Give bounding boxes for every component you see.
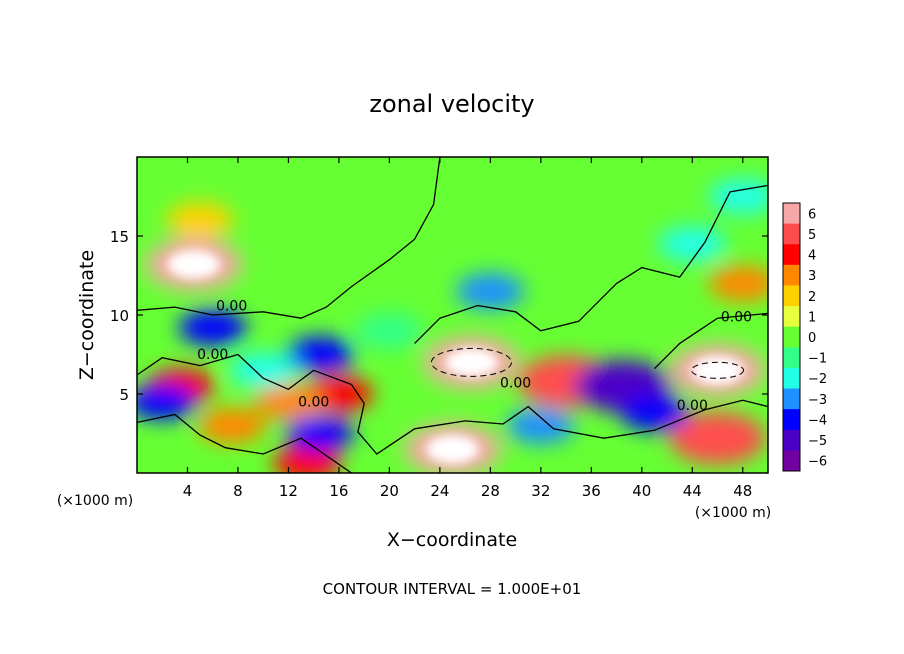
- colorbar-swatch-4: [783, 285, 800, 307]
- x-axis: 4 8 12 16 20 24 28 32 36 40 44 48: [183, 157, 752, 500]
- field-feature-12: [166, 202, 235, 239]
- field-feature-21: [506, 407, 575, 444]
- x-tick-label-48: 48: [733, 482, 752, 500]
- contour-label-0: 0.00: [216, 298, 247, 314]
- field-feature-23: [658, 225, 727, 262]
- x-tick-label-8: 8: [233, 482, 243, 500]
- zero-contour-3: [137, 413, 352, 473]
- colorbar-swatch-8: [783, 367, 800, 390]
- y-tick-label-15: 15: [110, 228, 129, 246]
- field-feature-20: [620, 394, 689, 431]
- colorbar-label-11: −5: [808, 434, 827, 449]
- colorbar-swatch-3: [783, 264, 800, 286]
- colorbar-label-2: 4: [808, 249, 816, 264]
- colorbar-swatch-2: [783, 244, 800, 266]
- x-tick-label-32: 32: [531, 482, 550, 500]
- x-tick-label-44: 44: [683, 482, 702, 500]
- contour-interval-note: CONTOUR INTERVAL = 1.000E+01: [323, 580, 582, 598]
- field-feature-9: [254, 383, 323, 420]
- inner-contour-1: [691, 361, 745, 379]
- field-core-0: [167, 250, 221, 279]
- field-feature-15: [178, 309, 247, 346]
- colorbar-swatch-7: [783, 347, 800, 369]
- field-feature-17: [285, 336, 354, 373]
- field-feature-10: [273, 445, 342, 473]
- field-feature-24: [708, 178, 768, 215]
- colorbar-label-10: −4: [808, 413, 827, 428]
- contour-label-2: 0.00: [298, 395, 329, 411]
- zero-contour-4: [653, 312, 768, 370]
- x-tick-label-36: 36: [582, 482, 601, 500]
- colorbar-label-3: 3: [808, 269, 816, 284]
- x-tick-label-24: 24: [430, 482, 449, 500]
- y-tick-label-10: 10: [110, 307, 129, 325]
- x-axis-label: X−coordinate: [387, 529, 517, 551]
- colorbar-swatch-11: [783, 429, 800, 451]
- field-feature-13: [355, 312, 424, 349]
- colorbar-swatch-12: [783, 450, 800, 472]
- x-tick-label-28: 28: [481, 482, 500, 500]
- inner-contour-0: [430, 347, 512, 377]
- colorbar-swatch-1: [783, 223, 800, 245]
- colorbar-swatch-0: [783, 203, 800, 225]
- x-unit-left: (×1000 m): [57, 493, 133, 509]
- y-axis: 5 10 15: [110, 228, 768, 404]
- colorbar-swatch-5: [783, 306, 800, 328]
- field-core-2: [691, 356, 744, 385]
- field-core-1: [445, 348, 498, 377]
- contour-label-5: 0.00: [721, 309, 752, 325]
- colorbar-label-7: −1: [808, 352, 827, 367]
- contour-label-1: 0.00: [197, 347, 228, 363]
- heatmap-field: 0.00 0.00 0.00 0.00 0.00 0.00: [137, 157, 768, 473]
- field-feature-18: [285, 415, 354, 452]
- x-unit-right: (×1000 m): [695, 505, 771, 521]
- chart-title: zonal velocity: [369, 90, 534, 118]
- x-tick-label-20: 20: [380, 482, 399, 500]
- colorbar-label-4: 2: [808, 290, 816, 305]
- colorbar-label-0: 6: [808, 207, 816, 222]
- colorbar-swatch-10: [783, 409, 800, 431]
- x-tick-label-4: 4: [183, 482, 193, 500]
- colorbar-frame: [782, 202, 801, 472]
- zero-contour-0: [137, 157, 441, 319]
- colorbar-label-8: −2: [808, 372, 827, 387]
- colorbar: 6 5 4 3 2 1 0 −1 −2 −3 −4 −5 −6: [782, 202, 827, 472]
- field-feature-14: [456, 273, 525, 310]
- zero-contour-1: [414, 184, 768, 344]
- x-tick-label-40: 40: [632, 482, 651, 500]
- field-feature-11: [708, 265, 768, 302]
- field-feature-8: [197, 407, 266, 444]
- y-tick-label-5: 5: [119, 386, 129, 404]
- field-feature-16: [137, 383, 197, 420]
- colorbar-swatch-6: [783, 326, 800, 348]
- x-tick-label-16: 16: [329, 482, 348, 500]
- colorbar-label-6: 0: [808, 331, 816, 346]
- zero-contour-2: [137, 353, 768, 455]
- colorbar-swatch-9: [783, 388, 800, 410]
- field-feature-4: [669, 412, 766, 465]
- contour-label-4: 0.00: [677, 398, 708, 414]
- x-tick-label-12: 12: [279, 482, 298, 500]
- contour-label-3: 0.00: [500, 376, 531, 392]
- colorbar-label-9: −3: [808, 393, 827, 408]
- y-axis-label: Z−coordinate: [76, 250, 98, 380]
- field-feature-22: [229, 352, 298, 389]
- colorbar-label-1: 5: [808, 228, 816, 243]
- colorbar-label-12: −6: [808, 455, 827, 470]
- field-core-3: [426, 435, 479, 464]
- colorbar-label-5: 1: [808, 310, 816, 325]
